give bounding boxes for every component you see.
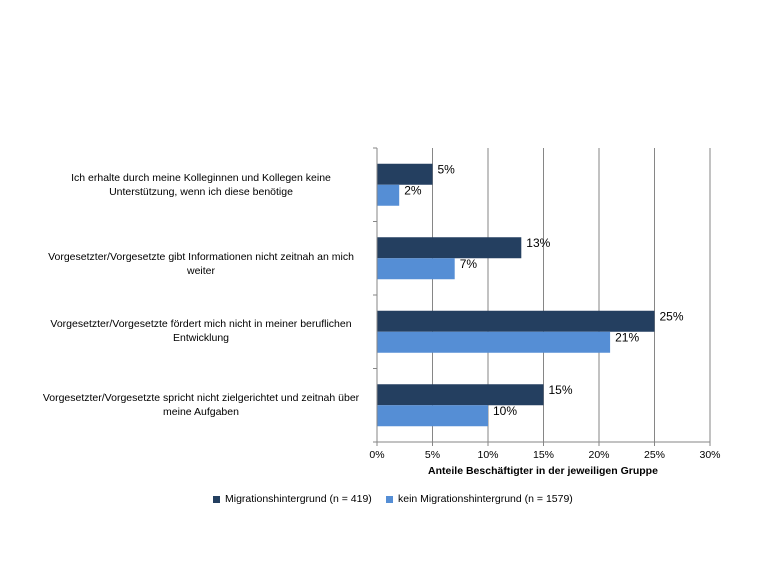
bar-no-migration-1 [377,258,455,280]
legend-label-0: Migrationshintergrund (n = 419) [225,493,372,505]
value-label-0-1: 13% [526,236,550,250]
x-tick-label-4: 20% [588,449,609,461]
category-label-3: Vorgesetzter/Vorgesetzte spricht nicht z… [42,392,360,418]
bar-migration-1 [377,237,522,259]
legend-swatch-1 [386,495,393,503]
bar-migration-3 [377,384,544,406]
value-label-1-3: 10% [493,404,517,418]
x-tick-label-5: 25% [644,449,665,461]
category-label-2: Vorgesetzter/Vorgesetzte fördert mich ni… [50,318,352,344]
value-label-0-3: 15% [549,383,573,397]
category-label-0: Ich erhalte durch meine Kolleginnen und … [71,172,331,198]
value-label-1-0: 2% [404,183,422,197]
bar-no-migration-0 [377,184,400,206]
value-labels: 5% 2% 13% 7% 25% 21% 15% 10% [404,162,684,418]
x-tick-label-0: 0% [369,449,384,461]
value-label-0-0: 5% [438,162,456,176]
value-label-1-2: 21% [615,330,639,344]
axis [373,147,711,446]
x-tick-label-3: 15% [533,449,554,461]
bar-no-migration-3 [377,405,488,427]
legend-swatch-0 [213,495,220,503]
legend-item-0: Migrationshintergrund (n = 419) [213,493,372,505]
x-tick-label-2: 10% [477,449,498,461]
legend-item-1: kein Migrationshintergrund (n = 1579) [386,493,573,505]
bar-migration-2 [377,310,655,332]
category-label-1: Vorgesetzter/Vorgesetzte gibt Informatio… [48,251,354,277]
bars [377,163,655,427]
x-axis-title: Anteile Beschäftigter in der jeweiligen … [428,465,658,477]
x-tick-label-1: 5% [425,449,440,461]
legend-label-1: kein Migrationshintergrund (n = 1579) [398,493,573,505]
value-label-0-2: 25% [660,309,684,323]
value-label-1-1: 7% [460,257,478,271]
x-tick-labels: 0% 5% 10% 15% 20% 25% 30% [369,449,720,461]
bar-no-migration-2 [377,331,611,353]
x-tick-label-6: 30% [699,449,720,461]
bar-migration-0 [377,163,433,185]
